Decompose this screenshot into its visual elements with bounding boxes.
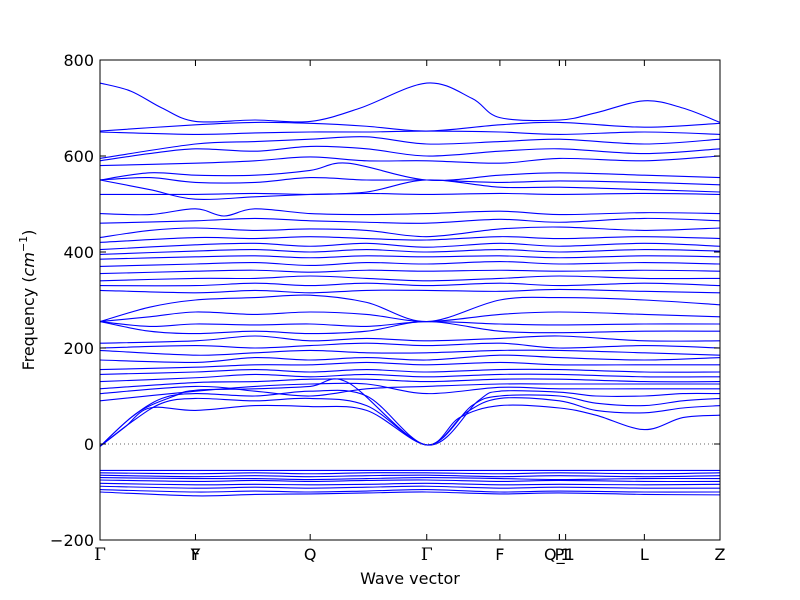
band-line-26	[99, 242, 721, 251]
x-tick-label-7: P	[555, 545, 565, 564]
x-tick-label-4: Q	[304, 545, 317, 564]
band-line-29	[99, 217, 721, 224]
band-line-42	[99, 472, 721, 475]
band-line-6	[99, 383, 720, 397]
y-tick-label-1: −200	[50, 531, 94, 550]
band-line-31	[99, 192, 721, 196]
band-line-22	[99, 269, 721, 275]
band-line-9	[99, 368, 721, 375]
y-axis-label-unit: cm	[19, 252, 38, 276]
x-tick-label-2: Y	[190, 545, 201, 564]
band-line-10	[99, 361, 720, 371]
band-line-49	[99, 491, 721, 497]
band-line-7	[99, 378, 721, 390]
x-tick-label-10: L	[640, 545, 649, 564]
band-line-34	[99, 162, 721, 181]
y-axis-label-suffix: )	[19, 230, 38, 236]
x-tick-label-9: Q_1	[544, 545, 575, 565]
x-tick-label-8: 1	[561, 545, 571, 564]
band-line-28	[99, 226, 721, 239]
bands-layer	[99, 82, 721, 497]
band-line-46	[99, 482, 721, 486]
x-tick-label-3: F	[191, 545, 200, 564]
x-tick-label-6: F	[495, 545, 504, 564]
x-axis-label: Wave vector	[360, 569, 460, 588]
band-line-30	[99, 208, 721, 217]
x-axis: Γ YF Q Γ F P1Q_1 L Z	[94, 60, 726, 565]
y-tick-label-6: 800	[63, 51, 94, 70]
band-line-14	[99, 335, 721, 344]
band-line-36	[99, 145, 721, 162]
x-tick-label-11: Z	[715, 545, 726, 564]
band-line-21	[99, 275, 721, 282]
x-tick-label-1: Γ	[94, 545, 106, 565]
band-line-38	[99, 130, 721, 135]
plot-frame	[99, 59, 721, 541]
y-tick-label-2: 0	[84, 435, 94, 454]
band-line-17	[99, 294, 721, 323]
band-line-11	[99, 354, 721, 363]
y-tick-label-5: 600	[63, 147, 94, 166]
y-tick-label-3: 200	[63, 339, 94, 358]
band-line-43	[99, 474, 721, 478]
band-line-33	[99, 177, 721, 186]
band-line-2	[99, 397, 721, 447]
band-line-16	[99, 311, 721, 323]
band-line-32	[99, 179, 721, 201]
band-line-19	[99, 288, 721, 294]
band-line-20	[99, 282, 721, 287]
band-line-47	[99, 485, 721, 489]
band-line-37	[99, 136, 721, 159]
band-line-18	[99, 321, 721, 327]
x-tick-label-5: Γ	[421, 545, 433, 565]
band-line-13	[99, 342, 721, 349]
band-line-5	[99, 382, 720, 402]
band-line-12	[99, 349, 721, 356]
band-line-24	[99, 255, 721, 260]
band-line-25	[99, 249, 721, 255]
y-axis: −200 0 200 400 600 800	[50, 51, 720, 550]
band-line-40	[99, 82, 721, 123]
y-axis-label-prefix: Frequency (	[19, 276, 38, 370]
y-axis-label-exponent: −1	[17, 236, 30, 252]
band-line-45	[99, 479, 721, 483]
y-axis-label: Frequency (cm−1)	[17, 230, 38, 371]
band-line-23	[99, 261, 721, 267]
y-tick-label-4: 400	[63, 243, 94, 262]
band-line-8	[99, 373, 721, 383]
band-line-1	[99, 404, 721, 447]
band-line-39	[99, 121, 721, 132]
band-line-15	[99, 321, 721, 335]
band-line-48	[99, 489, 721, 493]
band-line-35	[99, 155, 721, 167]
band-line-27	[99, 236, 721, 243]
band-line-44	[99, 477, 721, 481]
